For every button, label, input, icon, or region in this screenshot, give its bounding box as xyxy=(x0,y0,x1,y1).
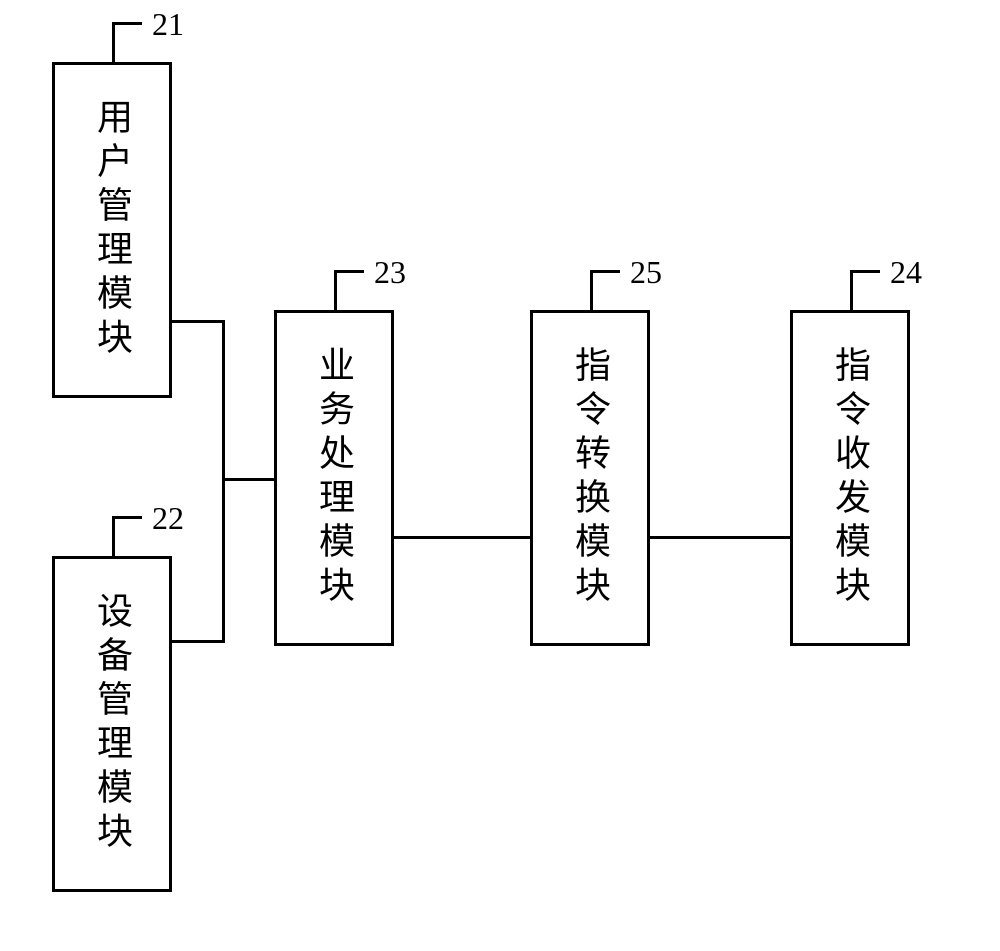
node-label: 设备管理模块 xyxy=(86,592,138,856)
ref-label-25: 25 xyxy=(630,254,662,291)
edge-junction-23 xyxy=(222,478,274,481)
flag-line xyxy=(334,270,364,273)
flag-line xyxy=(112,516,142,519)
edge-junction xyxy=(222,320,225,643)
flag-line xyxy=(112,22,115,62)
node-instruction-conversion: 指令转换模块 xyxy=(530,310,650,646)
node-business-processing: 业务处理模块 xyxy=(274,310,394,646)
node-label: 用户管理模块 xyxy=(86,98,138,362)
node-label: 指令转换模块 xyxy=(564,346,616,610)
node-device-management: 设备管理模块 xyxy=(52,556,172,892)
node-label: 指令收发模块 xyxy=(824,346,876,610)
edge-21-23 xyxy=(172,320,222,323)
flag-line xyxy=(112,22,142,25)
ref-label-24: 24 xyxy=(890,254,922,291)
node-label: 业务处理模块 xyxy=(308,346,360,610)
ref-label-22: 22 xyxy=(152,500,184,537)
ref-label-21: 21 xyxy=(152,6,184,43)
node-user-management: 用户管理模块 xyxy=(52,62,172,398)
edge-23-25 xyxy=(394,536,530,539)
node-instruction-transceiver: 指令收发模块 xyxy=(790,310,910,646)
flag-line xyxy=(334,270,337,310)
ref-label-23: 23 xyxy=(374,254,406,291)
flag-line xyxy=(590,270,593,310)
flag-line xyxy=(850,270,853,310)
flag-line xyxy=(112,516,115,556)
flag-line xyxy=(850,270,880,273)
flag-line xyxy=(590,270,620,273)
edge-22-23 xyxy=(172,640,222,643)
edge-25-24 xyxy=(650,536,790,539)
